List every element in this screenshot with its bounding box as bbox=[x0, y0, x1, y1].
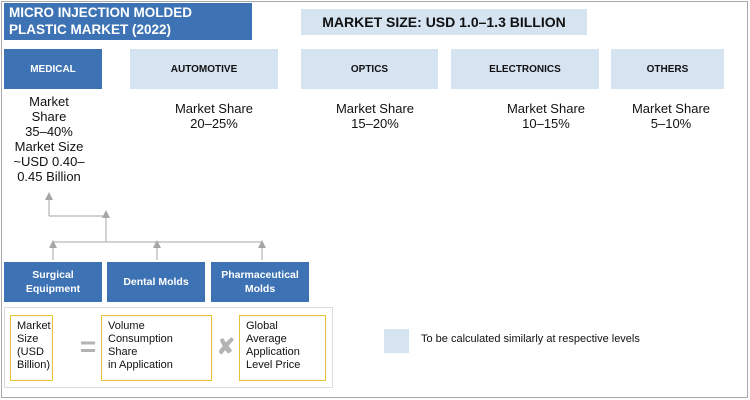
market-size-banner: MARKET SIZE: USD 1.0–1.3 BILLION bbox=[301, 9, 587, 35]
share-label: Market Share bbox=[335, 101, 415, 116]
others-market-share: Market Share 5–10% bbox=[606, 101, 736, 131]
formula-text-line: Size bbox=[17, 333, 39, 345]
formula-text-line: in Application bbox=[108, 359, 173, 371]
medical-info-line: Market bbox=[29, 94, 69, 109]
share-label: Market Share bbox=[506, 101, 586, 116]
formula-text-line: Global Average bbox=[246, 320, 287, 345]
segment-electronics: ELECTRONICS bbox=[451, 49, 599, 89]
share-value: 15–20% bbox=[351, 116, 399, 131]
multiply-icon: ✘ bbox=[216, 334, 236, 359]
segment-others: OTHERS bbox=[611, 49, 724, 89]
medical-market-info: Market Share 35–40% Market Size ~USD 0.4… bbox=[4, 94, 94, 184]
share-value: 20–25% bbox=[190, 116, 238, 131]
medical-info-line: Share bbox=[31, 109, 67, 124]
formula-market-size: Market Size (USD Billion) bbox=[10, 315, 53, 381]
medical-info-line: ~USD 0.40– bbox=[13, 154, 85, 169]
formula-text-line: Volume bbox=[108, 320, 145, 332]
share-label: Market Share bbox=[631, 101, 711, 116]
share-value: 5–10% bbox=[650, 116, 692, 131]
formula-text-line: Consumption Share bbox=[108, 333, 173, 358]
formula-text-line: Market bbox=[17, 320, 51, 332]
medical-info-line: 0.45 Billion bbox=[17, 169, 81, 184]
automotive-market-share: Market Share 20–25% bbox=[149, 101, 279, 131]
equals-icon: = bbox=[79, 331, 97, 362]
medical-info-line: 35–40% bbox=[25, 124, 73, 139]
formula-average-price: Global Average Application Level Price bbox=[239, 315, 326, 381]
formula-volume-consumption: Volume Consumption Share in Application bbox=[101, 315, 212, 381]
legend-swatch bbox=[384, 329, 409, 353]
application-dental-molds: Dental Molds bbox=[107, 262, 205, 302]
formula-text-line: (USD bbox=[17, 346, 44, 358]
application-surgical-equipment: Surgical Equipment bbox=[4, 262, 102, 302]
electronics-market-share: Market Share 10–15% bbox=[481, 101, 611, 131]
formula-text-line: Billion) bbox=[17, 359, 51, 371]
legend-text: To be calculated similarly at respective… bbox=[421, 333, 640, 345]
share-label: Market Share bbox=[174, 101, 254, 116]
formula-text-line: Application bbox=[246, 346, 300, 358]
optics-market-share: Market Share 15–20% bbox=[310, 101, 440, 131]
segment-medical: MEDICAL bbox=[4, 49, 102, 89]
medical-info-line: Market Size bbox=[14, 139, 84, 154]
application-pharmaceutical-molds: Pharmaceutical Molds bbox=[211, 262, 309, 302]
formula-text-line: Level Price bbox=[246, 359, 301, 371]
segment-automotive: AUTOMOTIVE bbox=[130, 49, 278, 89]
segment-optics: OPTICS bbox=[301, 49, 438, 89]
diagram-title: MICRO INJECTION MOLDED PLASTIC MARKET (2… bbox=[4, 3, 252, 40]
share-value: 10–15% bbox=[522, 116, 570, 131]
